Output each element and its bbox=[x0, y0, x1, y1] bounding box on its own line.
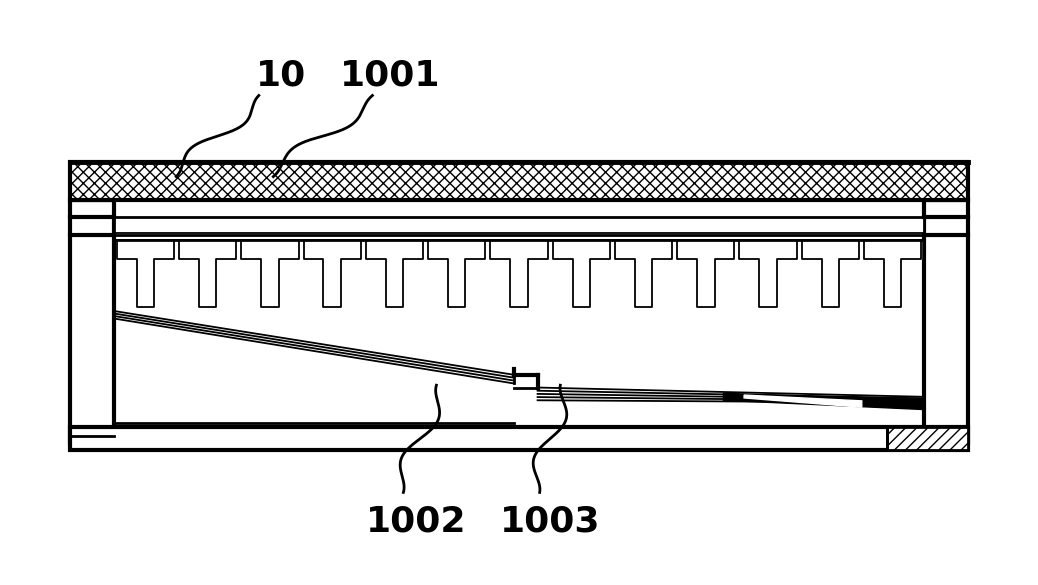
Text: 10: 10 bbox=[256, 58, 306, 92]
Bar bbox=[70, 427, 968, 450]
Bar bbox=[70, 200, 114, 443]
Polygon shape bbox=[677, 240, 735, 307]
Bar bbox=[114, 217, 924, 235]
Bar bbox=[886, 427, 968, 450]
Polygon shape bbox=[116, 240, 174, 307]
Polygon shape bbox=[801, 240, 859, 307]
Polygon shape bbox=[490, 240, 548, 307]
Polygon shape bbox=[428, 240, 486, 307]
Polygon shape bbox=[723, 393, 924, 409]
Polygon shape bbox=[241, 240, 299, 307]
Polygon shape bbox=[303, 240, 361, 307]
Text: 1001: 1001 bbox=[339, 58, 440, 92]
Polygon shape bbox=[365, 240, 424, 307]
Bar bbox=[70, 162, 968, 200]
Polygon shape bbox=[552, 240, 610, 307]
Text: 1003: 1003 bbox=[499, 504, 600, 538]
Polygon shape bbox=[864, 240, 922, 307]
Polygon shape bbox=[179, 240, 237, 307]
Polygon shape bbox=[739, 240, 797, 307]
Text: 1002: 1002 bbox=[365, 504, 466, 538]
Bar bbox=[924, 200, 968, 443]
Polygon shape bbox=[744, 395, 862, 407]
Polygon shape bbox=[614, 240, 673, 307]
